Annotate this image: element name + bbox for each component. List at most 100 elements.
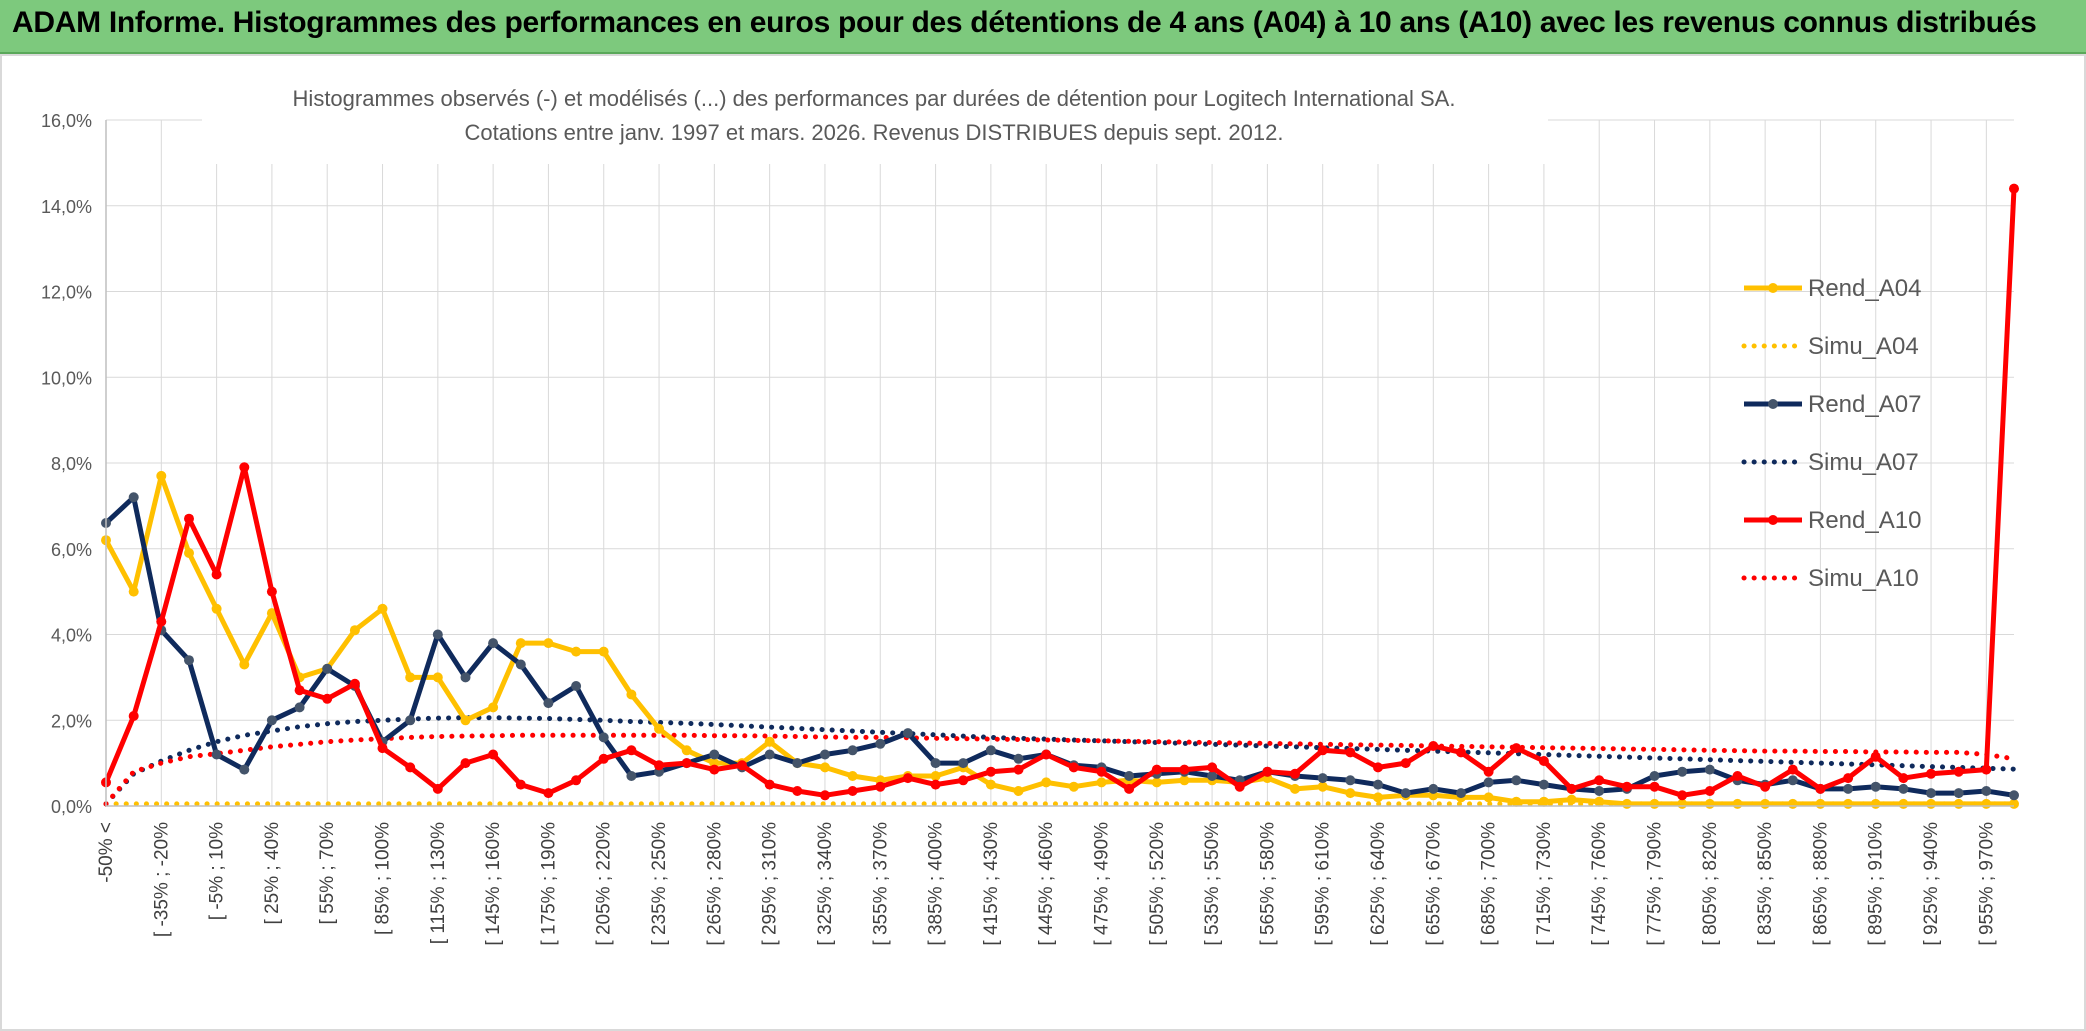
x-tick-label: [ 115% ; 130% xyxy=(428,822,449,944)
data-point xyxy=(239,462,250,473)
data-point xyxy=(432,629,443,640)
data-point xyxy=(1428,741,1439,751)
data-point xyxy=(1317,773,1328,784)
data-point xyxy=(820,749,830,760)
data-point xyxy=(322,663,333,674)
data-point xyxy=(1732,798,1743,809)
chart-legend: Rend_A04 Simu_A04 Rend_A07 Simu_A07 Rend_A10… xyxy=(1741,275,1921,592)
data-point xyxy=(128,586,139,597)
data-point xyxy=(985,779,996,790)
data-point xyxy=(626,771,637,781)
x-tick-label: -50% < xyxy=(96,822,117,883)
series-rend-a10 xyxy=(101,183,2019,801)
data-point xyxy=(958,775,969,786)
x-tick-label: [ 175% ; 190% xyxy=(538,822,559,946)
data-point xyxy=(1317,781,1328,792)
data-point xyxy=(764,749,775,760)
data-point xyxy=(1926,788,1936,799)
data-point xyxy=(1400,758,1411,769)
data-point xyxy=(1898,783,1909,794)
data-point xyxy=(1207,771,1218,781)
chart-title: Histogrammes observés (-) et modélisés (… xyxy=(293,86,1456,111)
x-tick-label: [ 895% ; 910% xyxy=(1866,822,1887,946)
x-tick-label: [ 205% ; 220% xyxy=(594,822,615,946)
data-point xyxy=(1317,745,1328,756)
chart-subtitle: Cotations entre janv. 1997 et mars. 2026… xyxy=(465,120,1284,145)
data-point xyxy=(405,762,416,773)
x-tick-label: [ 625% ; 640% xyxy=(1368,822,1389,946)
data-point xyxy=(598,732,609,743)
data-point xyxy=(1511,743,1522,754)
data-point xyxy=(515,638,526,649)
data-point xyxy=(1649,798,1660,809)
chart-frame: 0,0% 2,0% 4,0% 6,0% 8,0% 10,0% 12,0% 14,0% 16,0%… xyxy=(0,54,2086,1031)
data-point xyxy=(1677,766,1688,777)
data-point xyxy=(1870,751,1881,762)
x-tick-label: [ 835% ; 850% xyxy=(1755,822,1776,946)
data-point xyxy=(820,762,830,773)
data-point xyxy=(211,749,222,760)
data-point xyxy=(1870,798,1881,809)
data-point xyxy=(985,766,996,777)
data-point xyxy=(1013,753,1024,764)
legend-label: Rend_A07 xyxy=(1808,391,1921,418)
legend-label: Simu_A10 xyxy=(1808,565,1919,592)
data-point xyxy=(820,790,830,801)
series-line xyxy=(103,732,2017,807)
data-point xyxy=(1649,781,1660,792)
data-point xyxy=(488,702,499,713)
data-point xyxy=(1179,764,1190,775)
data-point xyxy=(902,773,913,784)
legend-marker xyxy=(1768,399,1778,409)
header-banner: ADAM Informe. Histogrammes des performan… xyxy=(0,0,2086,54)
data-point xyxy=(792,786,803,796)
data-point xyxy=(1843,773,1854,784)
x-tick-label: [ 85% ; 100% xyxy=(373,822,394,935)
data-point xyxy=(1926,768,1936,779)
y-tick-label: 6,0% xyxy=(51,540,92,560)
data-point xyxy=(930,771,941,781)
series-line xyxy=(103,188,2017,798)
data-point xyxy=(1511,775,1522,786)
legend-label: Rend_A10 xyxy=(1808,507,1921,534)
data-point xyxy=(1345,788,1356,799)
data-point xyxy=(156,470,167,481)
data-point xyxy=(2009,183,2019,194)
data-point xyxy=(1013,786,1024,796)
data-point xyxy=(349,678,360,689)
data-point xyxy=(239,764,250,775)
y-tick-label: 10,0% xyxy=(41,368,92,388)
x-tick-label: [ 565% ; 580% xyxy=(1257,822,1278,946)
x-tick-label: [ -5% ; 10% xyxy=(207,822,228,920)
data-point xyxy=(1511,796,1522,807)
data-point xyxy=(1621,781,1632,792)
data-point xyxy=(1704,798,1715,809)
x-tick-label: [ 415% ; 430% xyxy=(981,822,1002,946)
data-point xyxy=(626,689,637,700)
y-tick-label: 2,0% xyxy=(51,711,92,731)
data-point xyxy=(958,758,969,769)
data-point xyxy=(930,779,941,790)
data-point xyxy=(1290,768,1300,779)
x-tick-label: [ 55% ; 70% xyxy=(317,822,338,925)
legend-item-simu-a10: Simu_A10 xyxy=(1741,565,1919,592)
data-point xyxy=(1096,777,1107,788)
data-point xyxy=(1483,792,1494,803)
x-tick-label: [ 325% ; 340% xyxy=(815,822,836,946)
data-point xyxy=(1041,777,1052,788)
legend-label: Simu_A04 xyxy=(1808,333,1919,360)
data-point xyxy=(681,758,692,769)
data-point xyxy=(654,760,664,771)
data-point xyxy=(930,758,941,769)
page-title: ADAM Informe. Histogrammes des performan… xyxy=(12,6,2037,39)
x-tick-label: [ -35% ; -20% xyxy=(151,822,172,937)
series-line xyxy=(104,494,2015,798)
data-point xyxy=(543,638,554,649)
legend-item-simu-a04: Simu_A04 xyxy=(1741,333,1919,360)
data-point xyxy=(405,715,416,726)
data-point xyxy=(1732,771,1743,781)
data-point xyxy=(764,736,775,747)
y-tick-label: 16,0% xyxy=(41,111,92,131)
x-tick-label: [ 25% ; 40% xyxy=(262,822,283,925)
data-point xyxy=(847,786,858,796)
